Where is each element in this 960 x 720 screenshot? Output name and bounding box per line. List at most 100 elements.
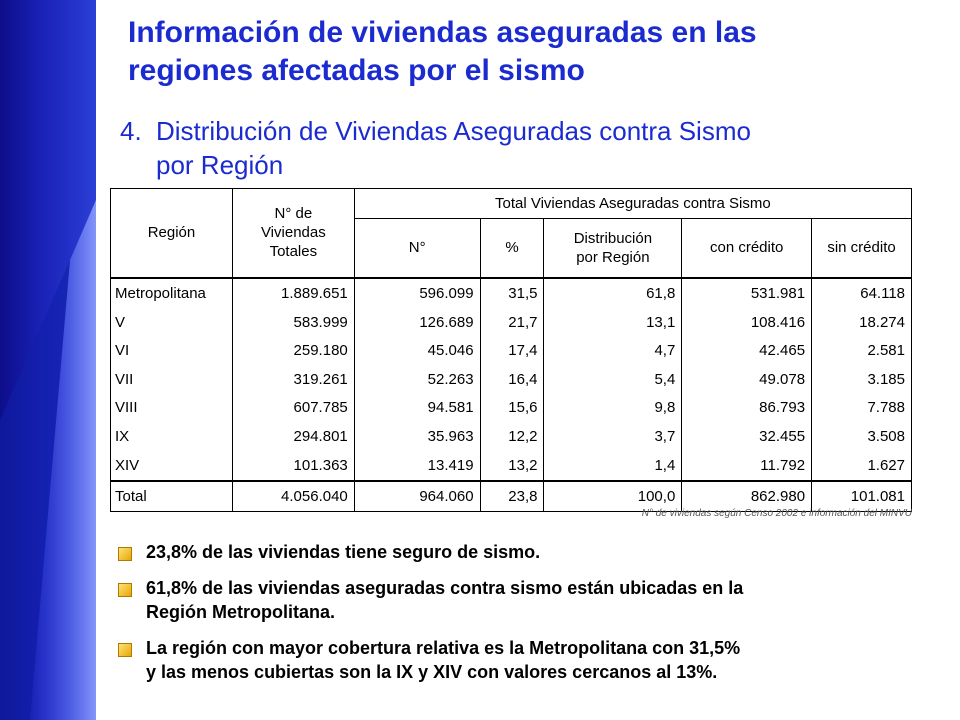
header-con-credito: con crédito [681, 218, 813, 279]
cell-sin-credito: 3.185 [811, 364, 912, 394]
cell-region: VIII [110, 393, 233, 423]
cell-con-credito: 86.793 [681, 393, 813, 423]
cell-con-credito-total: 862.980 [681, 479, 813, 512]
cell-pct-total: 23,8 [479, 479, 545, 512]
bullet-3-line-2: y las menos cubiertas son la IX y XIV co… [146, 662, 718, 682]
cell-pct: 21,7 [479, 307, 545, 337]
cell-region: VII [110, 364, 233, 394]
cell-region: VI [110, 336, 233, 365]
cell-n-total: 964.060 [353, 479, 481, 512]
cell-sin-credito: 64.118 [811, 276, 912, 308]
cell-dist: 13,1 [543, 307, 683, 337]
cell-con-credito: 531.981 [681, 276, 813, 308]
header-pct: % [479, 218, 545, 279]
bullet-list: 23,8% de las viviendas tiene seguro de s… [118, 540, 948, 696]
header-dist-line-1: Distribución [573, 229, 653, 247]
cell-sin-credito: 3.508 [811, 422, 912, 451]
cell-viviendas: 294.801 [231, 422, 355, 451]
table-row: VII 319.261 52.263 16,4 5,4 49.078 3.185 [110, 364, 912, 394]
cell-viviendas: 319.261 [231, 364, 355, 394]
header-viviendas-line-3: Totales [269, 243, 318, 261]
cell-n: 126.689 [353, 307, 481, 337]
cell-sin-credito: 1.627 [811, 450, 912, 481]
title-line-2: regiones afectadas por el sismo [128, 54, 585, 87]
table-row: V 583.999 126.689 21,7 13,1 108.416 18.2… [110, 307, 912, 337]
cell-n: 596.099 [353, 276, 481, 308]
header-viviendas-totales: N° de Viviendas Totales [231, 187, 355, 279]
table-source-note: N° de viviendas según Censo 2002 e infor… [641, 508, 912, 519]
subtitle-line-1: Distribución de Viviendas Aseguradas con… [156, 116, 751, 146]
header-region: Región [110, 187, 233, 279]
subtitle-line-2: por Región [156, 150, 284, 180]
header-distribucion: Distribución por Región [543, 218, 683, 279]
cell-pct: 15,6 [479, 393, 545, 423]
side-decoration-band [0, 0, 96, 720]
cell-n: 35.963 [353, 422, 481, 451]
cell-viviendas: 607.785 [231, 393, 355, 423]
cell-viviendas-total: 4.056.040 [231, 479, 355, 512]
table-row: IX 294.801 35.963 12,2 3,7 32.455 3.508 [110, 422, 912, 451]
cell-region: Metropolitana [110, 276, 233, 308]
bullet-2-line-1: 61,8% de las viviendas aseguradas contra… [146, 578, 744, 598]
cell-pct: 17,4 [479, 336, 545, 365]
cell-sin-credito: 18.274 [811, 307, 912, 337]
bullet-item: 23,8% de las viviendas tiene seguro de s… [118, 540, 948, 564]
bullet-item: 61,8% de las viviendas aseguradas contra… [118, 576, 948, 624]
subtitle-number: 4. [120, 116, 142, 146]
table-row: Metropolitana 1.889.651 596.099 31,5 61,… [110, 276, 912, 308]
cell-pct: 31,5 [479, 276, 545, 308]
cell-dist: 3,7 [543, 422, 683, 451]
header-n: N° [353, 218, 481, 279]
cell-dist: 9,8 [543, 393, 683, 423]
header-viviendas-line-1: N° de [274, 205, 313, 223]
table-total-row: Total 4.056.040 964.060 23,8 100,0 862.9… [110, 479, 912, 512]
cell-n: 45.046 [353, 336, 481, 365]
insured-housing-table: Región N° de Viviendas Totales Total Viv… [110, 187, 913, 512]
table-row: XIV 101.363 13.419 13,2 1,4 11.792 1.627 [110, 450, 912, 481]
cell-dist: 1,4 [543, 450, 683, 481]
cell-region: XIV [110, 450, 233, 481]
cell-pct: 13,2 [479, 450, 545, 481]
title-line-1: Información de viviendas aseguradas en l… [128, 16, 757, 49]
slide-subtitle: 4. Distribución de Viviendas Aseguradas c… [120, 114, 920, 182]
cell-pct: 16,4 [479, 364, 545, 394]
header-dist-line-2: por Región [576, 248, 650, 266]
decorative-light-wedge [0, 200, 96, 720]
cell-viviendas: 583.999 [231, 307, 355, 337]
bullet-item: La región con mayor cobertura relativa e… [118, 636, 948, 684]
header-sin-credito: sin crédito [811, 218, 912, 279]
cell-con-credito: 11.792 [681, 450, 813, 481]
bullet-square-icon [118, 583, 132, 597]
cell-n: 94.581 [353, 393, 481, 423]
cell-dist: 4,7 [543, 336, 683, 365]
cell-n: 13.419 [353, 450, 481, 481]
bullet-square-icon [118, 643, 132, 657]
cell-con-credito: 32.455 [681, 422, 813, 451]
cell-n: 52.263 [353, 364, 481, 394]
header-viviendas-line-2: Viviendas [260, 224, 326, 242]
cell-sin-credito-total: 101.081 [811, 479, 912, 512]
header-total-aseguradas: Total Viviendas Aseguradas contra Sismo [353, 187, 913, 220]
bullet-2-line-2: Región Metropolitana. [146, 602, 335, 622]
table-row: VIII 607.785 94.581 15,6 9,8 86.793 7.78… [110, 393, 912, 423]
cell-dist: 61,8 [543, 276, 683, 308]
cell-viviendas: 1.889.651 [231, 276, 355, 308]
cell-con-credito: 108.416 [681, 307, 813, 337]
cell-region-total: Total [110, 479, 233, 512]
slide-title: Información de viviendas aseguradas en l… [128, 14, 928, 90]
cell-region: V [110, 307, 233, 337]
cell-con-credito: 42.465 [681, 336, 813, 365]
cell-sin-credito: 7.788 [811, 393, 912, 423]
cell-pct: 12,2 [479, 422, 545, 451]
cell-viviendas: 259.180 [231, 336, 355, 365]
table-header-row-1: Región N° de Viviendas Totales Total Viv… [110, 187, 913, 279]
cell-dist-total: 100,0 [543, 479, 683, 512]
cell-con-credito: 49.078 [681, 364, 813, 394]
cell-sin-credito: 2.581 [811, 336, 912, 365]
table-row: VI 259.180 45.046 17,4 4,7 42.465 2.581 [110, 336, 912, 365]
bullet-3-line-1: La región con mayor cobertura relativa e… [146, 638, 741, 658]
cell-region: IX [110, 422, 233, 451]
cell-viviendas: 101.363 [231, 450, 355, 481]
cell-dist: 5,4 [543, 364, 683, 394]
bullet-square-icon [118, 547, 132, 561]
